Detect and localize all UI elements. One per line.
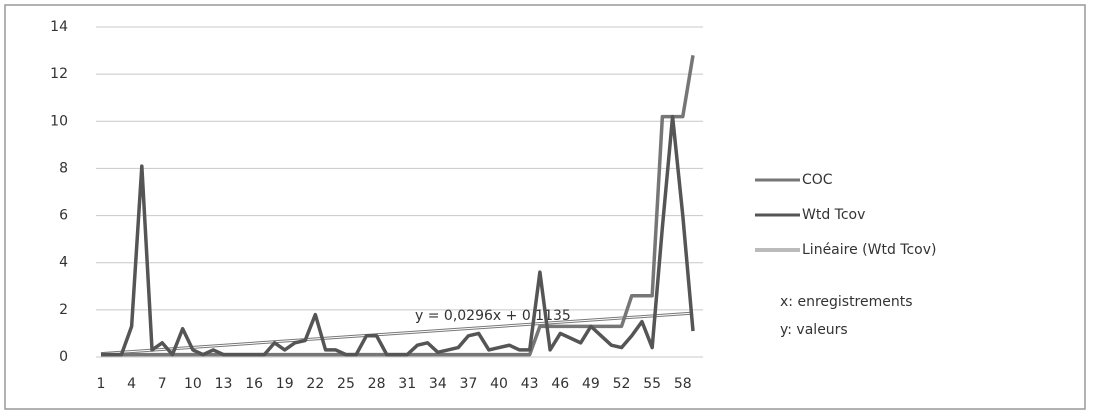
x-tick-label: 1 bbox=[97, 376, 106, 392]
legend-label: Wtd Tcov bbox=[802, 207, 865, 223]
trendline-inner bbox=[100, 312, 694, 355]
x-tick-label: 7 bbox=[158, 376, 167, 392]
annotation: y: valeurs bbox=[780, 322, 848, 338]
x-tick-label: 46 bbox=[551, 376, 569, 392]
x-tick-label: 58 bbox=[674, 376, 692, 392]
y-tick-label: 6 bbox=[59, 208, 68, 224]
y-tick-label: 0 bbox=[59, 349, 68, 365]
legend-label: COC bbox=[802, 172, 833, 188]
y-tick-label: 2 bbox=[59, 302, 68, 318]
y-tick-label: 14 bbox=[50, 19, 68, 35]
chart-frame bbox=[4, 4, 1086, 410]
x-tick-label: 25 bbox=[337, 376, 355, 392]
y-tick-label: 10 bbox=[50, 113, 68, 129]
x-tick-label: 19 bbox=[276, 376, 294, 392]
y-tick-label: 12 bbox=[50, 66, 68, 82]
y-tick-label: 4 bbox=[59, 255, 68, 271]
x-tick-label: 40 bbox=[490, 376, 508, 392]
x-tick-label: 52 bbox=[613, 376, 631, 392]
x-tick-label: 49 bbox=[582, 376, 600, 392]
legend-label: Linéaire (Wtd Tcov) bbox=[802, 242, 936, 258]
series-line bbox=[101, 114, 695, 357]
x-tick-label: 22 bbox=[306, 376, 324, 392]
x-tick-label: 31 bbox=[398, 376, 416, 392]
x-tick-label: 34 bbox=[429, 376, 447, 392]
x-tick-label: 28 bbox=[368, 376, 386, 392]
x-tick-label: 16 bbox=[245, 376, 263, 392]
x-tick-label: 37 bbox=[460, 376, 478, 392]
annotation: x: enregistrements bbox=[780, 294, 913, 310]
x-tick-label: 43 bbox=[521, 376, 539, 392]
x-tick-label: 55 bbox=[643, 376, 661, 392]
y-tick-label: 8 bbox=[59, 160, 68, 176]
x-tick-label: 10 bbox=[184, 376, 202, 392]
x-tick-label: 13 bbox=[215, 376, 233, 392]
x-tick-label: 4 bbox=[127, 376, 136, 392]
